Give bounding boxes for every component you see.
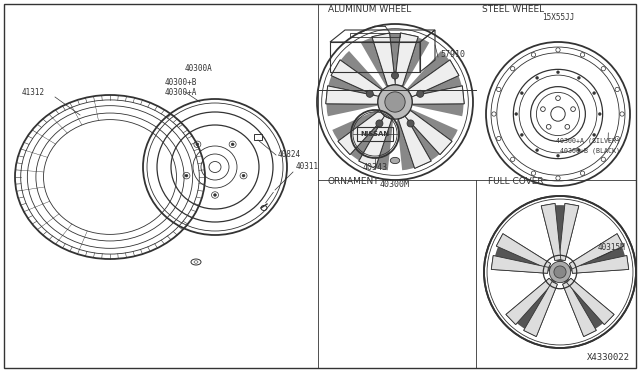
Ellipse shape [390,157,399,164]
Polygon shape [506,278,554,324]
Text: 40300+B: 40300+B [165,78,197,87]
Polygon shape [497,234,550,269]
Ellipse shape [577,76,580,79]
Ellipse shape [196,143,199,146]
Ellipse shape [598,113,601,115]
Polygon shape [506,278,554,324]
Text: 40300A: 40300A [185,64,212,73]
Wedge shape [544,205,576,272]
Polygon shape [398,116,431,169]
Polygon shape [372,33,396,86]
Wedge shape [326,51,383,116]
Ellipse shape [536,149,539,152]
Polygon shape [372,33,396,86]
Wedge shape [493,237,560,272]
Wedge shape [361,33,429,87]
Polygon shape [331,60,382,97]
Ellipse shape [593,134,596,136]
Polygon shape [566,278,614,324]
Text: 40300+A: 40300+A [165,88,197,97]
Polygon shape [412,86,464,104]
Text: STEEL WHEEL: STEEL WHEEL [482,5,544,14]
Ellipse shape [376,120,383,127]
Polygon shape [338,110,385,155]
Wedge shape [560,272,611,334]
Ellipse shape [554,266,566,278]
Polygon shape [359,116,392,169]
Polygon shape [524,282,557,337]
Ellipse shape [417,90,424,97]
Polygon shape [326,86,378,104]
Ellipse shape [385,92,405,112]
Wedge shape [509,272,560,334]
Text: 40824: 40824 [278,150,301,159]
Polygon shape [492,256,548,273]
Polygon shape [338,110,385,155]
Polygon shape [408,60,459,97]
Ellipse shape [378,85,412,119]
Polygon shape [359,116,392,169]
Wedge shape [406,51,463,116]
Wedge shape [332,109,393,170]
Polygon shape [524,282,557,337]
Bar [330,42,420,72]
Ellipse shape [577,149,580,152]
Ellipse shape [593,92,596,94]
Polygon shape [395,33,418,86]
Text: ALUMINUM WHEEL: ALUMINUM WHEEL [328,5,412,14]
Polygon shape [541,203,561,260]
Polygon shape [398,116,431,169]
Text: 40315M: 40315M [597,243,625,252]
Polygon shape [570,234,623,269]
Ellipse shape [536,76,539,79]
Text: 40300M: 40300M [380,180,410,189]
Polygon shape [395,33,418,86]
Text: 57910: 57910 [440,50,465,59]
Polygon shape [405,110,452,155]
Polygon shape [566,278,614,324]
Polygon shape [559,203,579,260]
Text: 40343: 40343 [362,163,387,172]
Text: ORNAMENT: ORNAMENT [328,177,380,186]
Wedge shape [560,237,627,272]
Polygon shape [559,203,579,260]
Ellipse shape [366,90,373,97]
Ellipse shape [515,113,518,115]
Text: X4330022: X4330022 [587,353,630,362]
Text: 40311: 40311 [296,162,319,171]
Polygon shape [572,256,628,273]
Polygon shape [326,86,378,104]
Text: 40300+A (SILVER): 40300+A (SILVER) [556,137,620,144]
Ellipse shape [214,193,216,196]
Ellipse shape [392,72,399,79]
Polygon shape [570,234,623,269]
Polygon shape [492,256,548,273]
Polygon shape [563,282,596,337]
Wedge shape [397,109,458,170]
Text: 15X55JJ: 15X55JJ [542,13,574,22]
Polygon shape [572,256,628,273]
Polygon shape [331,60,382,97]
Polygon shape [408,60,459,97]
Ellipse shape [185,174,188,177]
Polygon shape [563,282,596,337]
Ellipse shape [520,134,524,136]
Polygon shape [412,86,464,104]
Ellipse shape [231,143,234,146]
Polygon shape [405,110,452,155]
Ellipse shape [549,262,571,283]
Ellipse shape [557,154,559,157]
Ellipse shape [520,92,524,94]
Polygon shape [541,203,561,260]
Ellipse shape [242,174,245,177]
Text: FULL COVER: FULL COVER [488,177,543,186]
Text: 41312: 41312 [22,88,45,97]
Polygon shape [497,234,550,269]
Bar [254,134,262,140]
Ellipse shape [407,120,414,127]
Bar [357,127,393,141]
Text: 40300+B (BLACK): 40300+B (BLACK) [560,147,620,154]
Ellipse shape [557,71,559,74]
Text: NISSAN: NISSAN [360,131,390,137]
